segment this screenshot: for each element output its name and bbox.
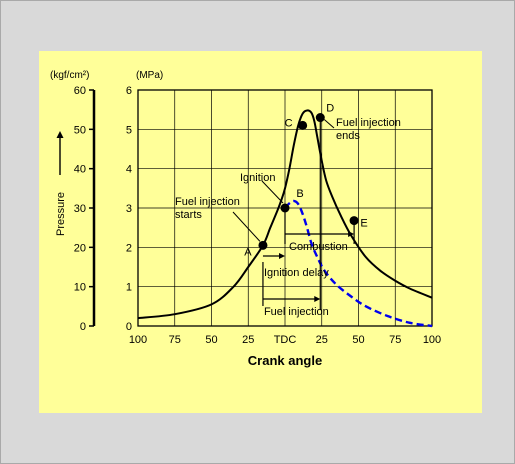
combustion-arrow-head [348,231,355,237]
fuel-injection-ends-label: Fuel injection ends [336,117,401,142]
event-point-c [298,120,308,130]
y-tick-label-mpa: 1 [126,282,132,294]
injection-end-leader [323,119,335,129]
mpa-unit-label: (MPa) [136,70,163,81]
y-tick-label-mpa: 6 [126,85,132,97]
y-tick-label-mpa: 4 [126,164,132,176]
y-tick-label-kgf: 0 [80,321,86,333]
y-tick-label-kgf: 50 [74,124,86,136]
event-label-d: D [326,103,334,115]
y-tick-label-mpa: 0 [126,321,132,333]
y-tick-label-kgf: 10 [74,282,86,294]
kgf-unit-label: (kgf/cm²) [50,70,89,81]
ignition-label: Ignition [240,172,275,184]
event-point-e [349,216,359,226]
x-axis-title: Crank angle [248,353,322,368]
y-tick-label-kgf: 30 [74,203,86,215]
x-tick-label: 25 [242,334,254,346]
event-label-c: C [285,117,293,129]
event-label-b: B [296,188,303,200]
event-point-a [258,240,268,250]
pressure-arrow-head [56,131,64,138]
x-tick-label: 75 [169,334,181,346]
fuel-injection-arrow-head [314,296,321,302]
injection-start-leader [232,211,261,242]
x-tick-label: 100 [129,334,147,346]
x-tick-label: TDC [274,334,297,346]
series-solid-line [137,109,433,320]
fuel-injection-starts-label: Fuel injection starts [175,196,240,221]
chart-panel [39,51,482,413]
x-tick-label: 50 [352,334,364,346]
event-label-a: A [244,246,252,258]
ignition-leader [261,180,284,204]
event-label-e: E [360,218,367,230]
x-tick-label: 75 [389,334,401,346]
x-tick-label: 50 [205,334,217,346]
y-tick-label-kgf: 40 [74,164,86,176]
x-tick-label: 100 [423,334,441,346]
plot-border [137,89,433,327]
y-tick-label-mpa: 2 [126,242,132,254]
y-tick-label-kgf: 20 [74,242,86,254]
ignition-delay-label: Ignition delay [264,267,329,279]
x-tick-label: 25 [316,334,328,346]
y-tick-label-mpa: 5 [126,124,132,136]
ignition-delay-arrow-head [279,253,285,259]
y-tick-label-mpa: 3 [126,203,132,215]
fuel-injection-label: Fuel injection [264,306,329,318]
y-tick-label-kgf: 60 [74,85,86,97]
series-dashed-line [284,199,433,328]
combustion-label: Combustion [289,241,348,253]
y-axis-title: Pressure [55,192,67,236]
